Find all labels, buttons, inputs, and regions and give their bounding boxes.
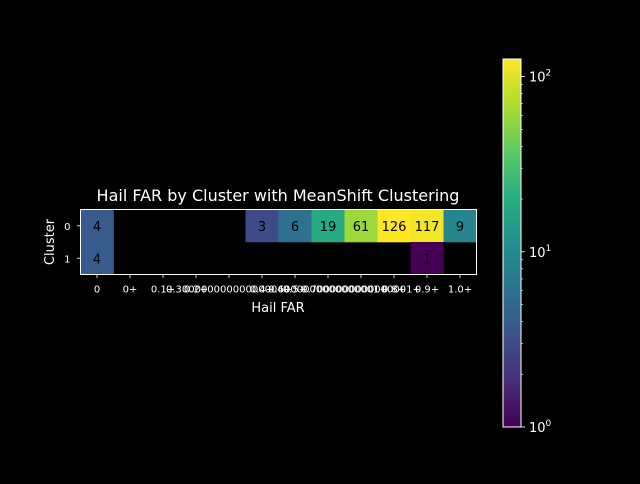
heatmap-cell	[410, 209, 444, 243]
x-axis-label: Hail FAR	[251, 301, 304, 316]
cell-value-label: 117	[415, 220, 440, 235]
cell-value-label: 6	[291, 220, 299, 235]
heatmap-cell	[80, 242, 114, 275]
heatmap-cell	[410, 242, 444, 275]
heatmap-cells	[80, 209, 477, 275]
cell-value-label: 4	[93, 220, 101, 235]
colorbar-ticks: 100 101 102	[521, 69, 552, 436]
x-tick-label: 0.5+	[283, 285, 307, 296]
heatmap-cell	[245, 209, 279, 243]
colorbar	[502, 58, 522, 428]
y-axis-ticks: 01	[64, 222, 81, 265]
cell-value-label: 9	[456, 220, 464, 235]
cell-value-label: 19	[320, 220, 337, 235]
x-tick-label: 0	[94, 285, 100, 296]
plot-frame	[80, 209, 477, 275]
heatmap-cell	[278, 209, 312, 243]
heatmap-cell	[443, 209, 477, 243]
cell-value-label: 3	[258, 220, 266, 235]
heatmap-cell	[311, 209, 345, 243]
x-tick-label: 0+	[123, 285, 138, 296]
cell-value-label: 4	[93, 252, 101, 267]
colorbar-tick-label: 100	[529, 419, 552, 436]
y-tick-label: 1	[64, 254, 70, 265]
x-tick-label: 1.0+	[448, 285, 472, 296]
chart-title: Hail FAR by Cluster with MeanShift Clust…	[97, 186, 460, 205]
y-axis-label: Cluster	[43, 218, 58, 265]
heatmap-cell	[80, 209, 114, 243]
y-tick-label: 0	[64, 222, 70, 233]
heatmap-cell	[344, 209, 378, 243]
x-tick-label: 0.2+	[184, 285, 208, 296]
x-tick-label: 0.8+	[382, 285, 406, 296]
cell-value-label: 1	[423, 252, 431, 267]
x-tick-label: 0.7000000000000001+	[301, 285, 421, 296]
heatmap-cell	[377, 209, 411, 243]
colorbar-tick-label: 102	[529, 69, 551, 86]
x-axis-ticks: 0 0+ 0.1+ 0.2+0.30000000000000004+0.4+ 0.5+0…	[94, 274, 472, 296]
cell-value-label: 61	[353, 220, 370, 235]
colorbar-tick-label: 101	[529, 244, 551, 261]
x-tick-label: 0.6000000000000001+	[268, 285, 388, 296]
x-tick-label: 0.1+	[151, 285, 175, 296]
heatmap-cell-labels: 4 3 6 19 61 126 117 9 4 1	[93, 220, 464, 268]
x-tick-label: 0.30000000000000004+	[166, 285, 292, 296]
x-tick-label: 0.4+	[250, 285, 274, 296]
cell-value-label: 126	[382, 220, 407, 235]
x-tick-label: 0.9+	[415, 285, 439, 296]
